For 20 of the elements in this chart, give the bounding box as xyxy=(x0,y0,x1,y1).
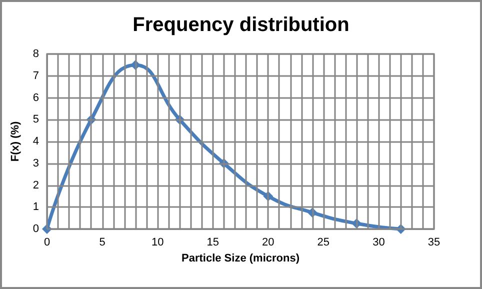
x-tick-label: 15 xyxy=(206,236,219,248)
x-tick-label: 10 xyxy=(151,236,164,248)
chart-title: Frequency distribution xyxy=(132,14,350,36)
y-tick-label: 7 xyxy=(32,70,39,82)
x-tick-label: 30 xyxy=(372,236,385,248)
y-tick-label: 2 xyxy=(32,179,39,192)
y-tick-label: 5 xyxy=(32,114,39,126)
y-tick-label: 1 xyxy=(32,201,39,214)
y-tick-label: 0 xyxy=(32,223,39,235)
x-tick-label: 0 xyxy=(44,236,50,248)
x-tick-label: 35 xyxy=(428,236,440,248)
y-tick-label: 6 xyxy=(32,92,39,104)
y-tick-label: 4 xyxy=(32,136,39,148)
y-tick-label: 8 xyxy=(32,48,39,60)
x-tick-label: 5 xyxy=(99,236,106,248)
x-axis-title: Particle Size (microns) xyxy=(182,252,300,264)
y-axis-title: F(x) (%) xyxy=(10,121,22,162)
y-tick-label: 3 xyxy=(32,157,39,170)
x-tick-label: 20 xyxy=(262,236,274,248)
x-tick-label: 25 xyxy=(317,236,330,248)
